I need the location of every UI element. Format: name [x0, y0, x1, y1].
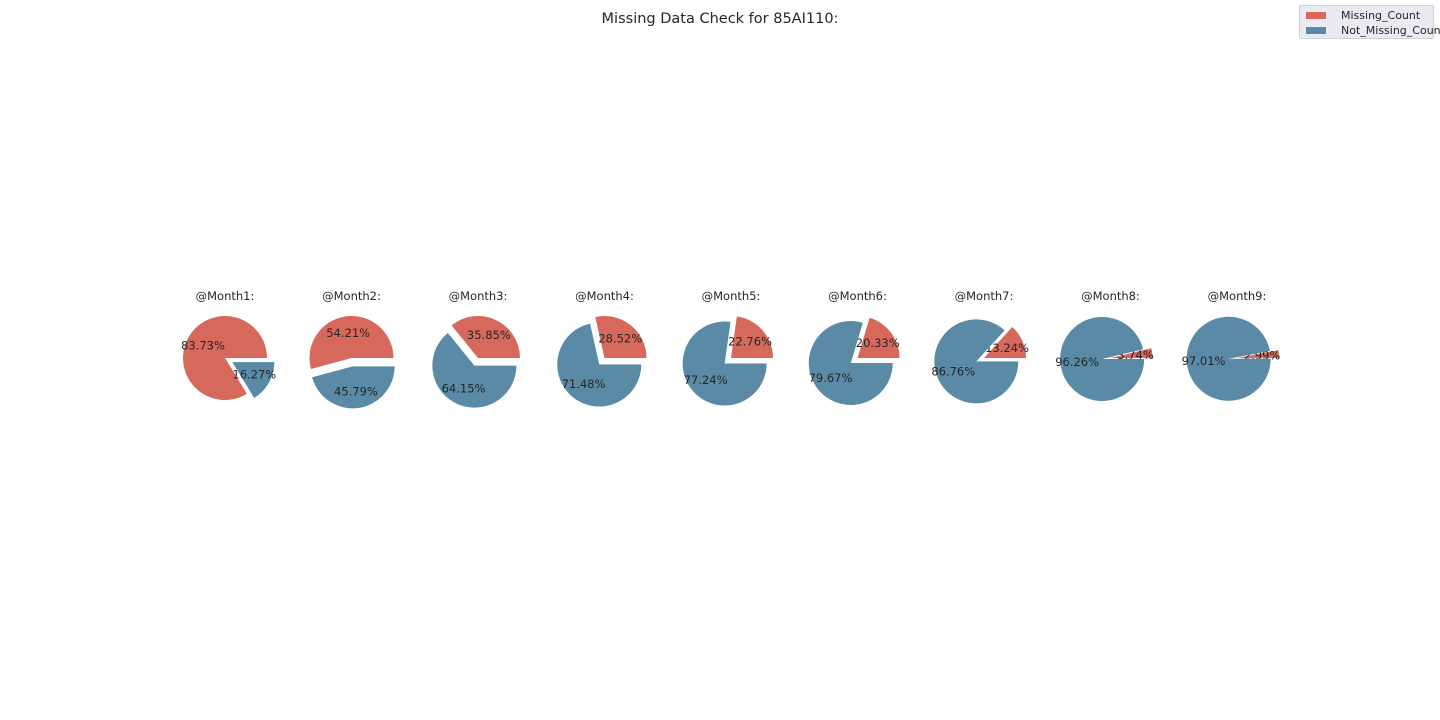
- slice-missing: [309, 316, 394, 369]
- slice-missing: [984, 326, 1026, 358]
- slice-percent-label: 13.24%: [985, 341, 1029, 355]
- pie-title: @Month2:: [322, 289, 381, 303]
- chart-title: Missing Data Check for 85AI110:: [601, 11, 839, 27]
- slice-percent-label: 79.67%: [809, 371, 853, 385]
- slice-not-missing: [1186, 316, 1271, 401]
- pie-title: @Month5:: [702, 289, 761, 303]
- pie-month-6: @Month6: 20.33% 79.67%: [808, 289, 900, 406]
- slice-percent-label: 77.24%: [684, 373, 728, 387]
- slice-not-missing: [682, 321, 767, 406]
- slice-percent-label: 97.01%: [1182, 354, 1226, 368]
- slice-percent-label: 22.76%: [728, 334, 772, 348]
- legend-item-not-missing: Not_Missing_Count: [1306, 23, 1440, 37]
- slice-percent-label: 28.52%: [598, 331, 642, 345]
- slice-percent-label: 86.76%: [931, 365, 975, 379]
- slice-percent-label: 96.26%: [1055, 355, 1099, 369]
- pie-month-8: @Month8:3.74%96.26%: [1055, 289, 1154, 401]
- pie-month-9: @Month9:2.99%97.01%: [1182, 289, 1280, 401]
- pie-title: @Month8:: [1081, 289, 1140, 303]
- slice-percent-label: 35.85%: [467, 328, 511, 342]
- slice-percent-label: 45.79%: [334, 384, 378, 398]
- slice-not-missing: [432, 332, 517, 408]
- slice-not-missing: [312, 366, 395, 409]
- slice-percent-label: 20.33%: [856, 336, 900, 350]
- pie-title: @Month4:: [575, 289, 634, 303]
- pie-month-3: @Month3: 35.85% 64.15%: [432, 289, 520, 408]
- slice-percent-label: 16.27%: [232, 367, 276, 381]
- pie-month-4: @Month4: 28.52% 71.48%: [557, 289, 647, 407]
- slice-not-missing: [808, 321, 893, 406]
- slice-percent-label: 83.73%: [181, 339, 225, 353]
- slice-missing: [1237, 350, 1279, 358]
- slice-percent-label: 54.21%: [326, 326, 370, 340]
- pie-title: @Month9:: [1208, 289, 1267, 303]
- pie-title: @Month3:: [449, 289, 508, 303]
- slice-not-missing: [1060, 316, 1145, 401]
- legend-item-missing: Missing_Count: [1306, 8, 1420, 22]
- legend-label-missing: Missing_Count: [1341, 8, 1421, 22]
- pie-month-1: @Month1: 83.73% 16.27%: [181, 289, 276, 401]
- legend-swatch-not-missing: [1306, 26, 1326, 34]
- pie-title: @Month1:: [196, 289, 255, 303]
- slice-missing: [451, 316, 520, 358]
- pie-month-5: @Month5: 22.76% 77.24%: [682, 289, 773, 406]
- pie-title: @Month6:: [828, 289, 887, 303]
- slice-not-missing: [934, 319, 1019, 404]
- slice-missing: [857, 317, 900, 358]
- slice-percent-label: 71.48%: [562, 377, 606, 391]
- pie-month-7: @Month7: 13.24% 86.76%: [931, 289, 1029, 404]
- legend-label-not-missing: Not_Missing_Count: [1341, 23, 1440, 37]
- pie-month-2: @Month2: 54.21% 45.79%: [309, 289, 395, 409]
- slice-not-missing: [557, 323, 642, 407]
- slice-missing: [1110, 348, 1153, 358]
- chart-legend: Missing_Count Not_Missing_Count: [1299, 5, 1440, 39]
- slice-missing: [731, 316, 773, 358]
- slice-missing: [183, 315, 267, 401]
- slice-missing: [595, 316, 647, 358]
- slice-not-missing: [232, 362, 275, 398]
- legend-swatch-missing: [1306, 11, 1326, 19]
- pie-title: @Month7:: [955, 289, 1014, 303]
- slice-percent-label: 64.15%: [442, 381, 486, 395]
